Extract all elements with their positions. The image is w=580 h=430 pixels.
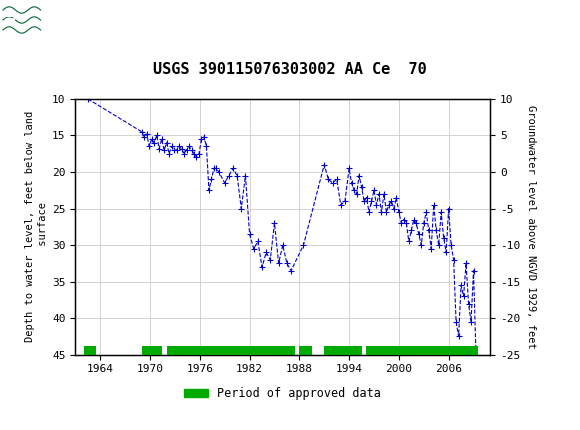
Y-axis label: Groundwater level above NGVD 1929, feet: Groundwater level above NGVD 1929, feet [525,105,535,349]
Text: USGS 390115076303002 AA Ce  70: USGS 390115076303002 AA Ce 70 [153,61,427,77]
Text: ≡: ≡ [3,12,16,28]
Text: USGS: USGS [46,11,102,29]
Y-axis label: Depth to water level, feet below land
 surface: Depth to water level, feet below land su… [25,111,48,342]
Legend: Period of approved data: Period of approved data [180,382,386,405]
FancyBboxPatch shape [3,3,55,37]
